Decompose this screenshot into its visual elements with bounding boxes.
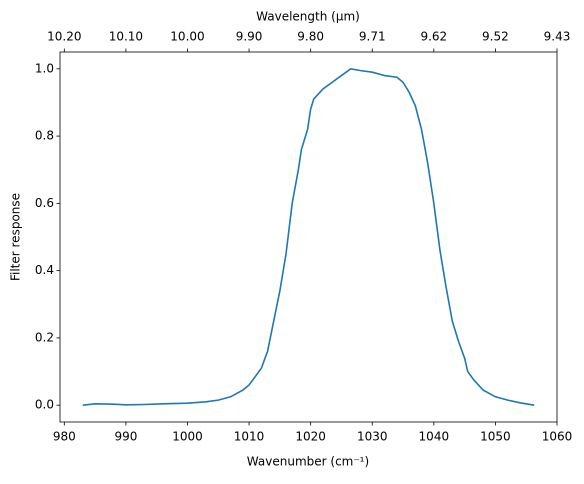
y-tick-label: 0.8 (35, 129, 54, 143)
x-tick-label: 1040 (419, 430, 450, 444)
x2-tick-label: 10.00 (170, 30, 204, 44)
y-tick-label: 1.0 (35, 61, 54, 75)
x-tick-label: 1020 (295, 430, 326, 444)
x2-axis-label: Wavelength (μm) (256, 10, 360, 24)
y-tick-label: 0.4 (35, 263, 54, 277)
y-tick-label: 0.2 (35, 330, 54, 344)
plot-frame (59, 51, 558, 423)
x-tick-label: 980 (53, 430, 76, 444)
x2-tick-label: 9.80 (297, 30, 324, 44)
data-line (82, 67, 535, 406)
y-tick-label: 0.0 (35, 398, 54, 412)
x2-tick-label: 9.90 (236, 30, 263, 44)
y-tick-label: 0.6 (35, 196, 54, 210)
x-tick-label: 1000 (172, 430, 203, 444)
x-tick-label: 1030 (357, 430, 388, 444)
x2-tick-label: 9.62 (420, 30, 447, 44)
x-tick-label: 1060 (542, 430, 573, 444)
y-axis-label: Filter response (9, 193, 23, 281)
x2-tick-label: 9.71 (359, 30, 386, 44)
x2-tick-label: 9.52 (482, 30, 509, 44)
x2-tick-label: 10.20 (47, 30, 81, 44)
x2-tick-label: 9.43 (544, 30, 571, 44)
x-tick-label: 1050 (480, 430, 511, 444)
x-tick-label: 990 (114, 430, 137, 444)
x-tick-label: 1010 (234, 430, 265, 444)
x2-tick-label: 10.10 (109, 30, 143, 44)
x-axis-label: Wavenumber (cm⁻¹) (247, 455, 369, 469)
